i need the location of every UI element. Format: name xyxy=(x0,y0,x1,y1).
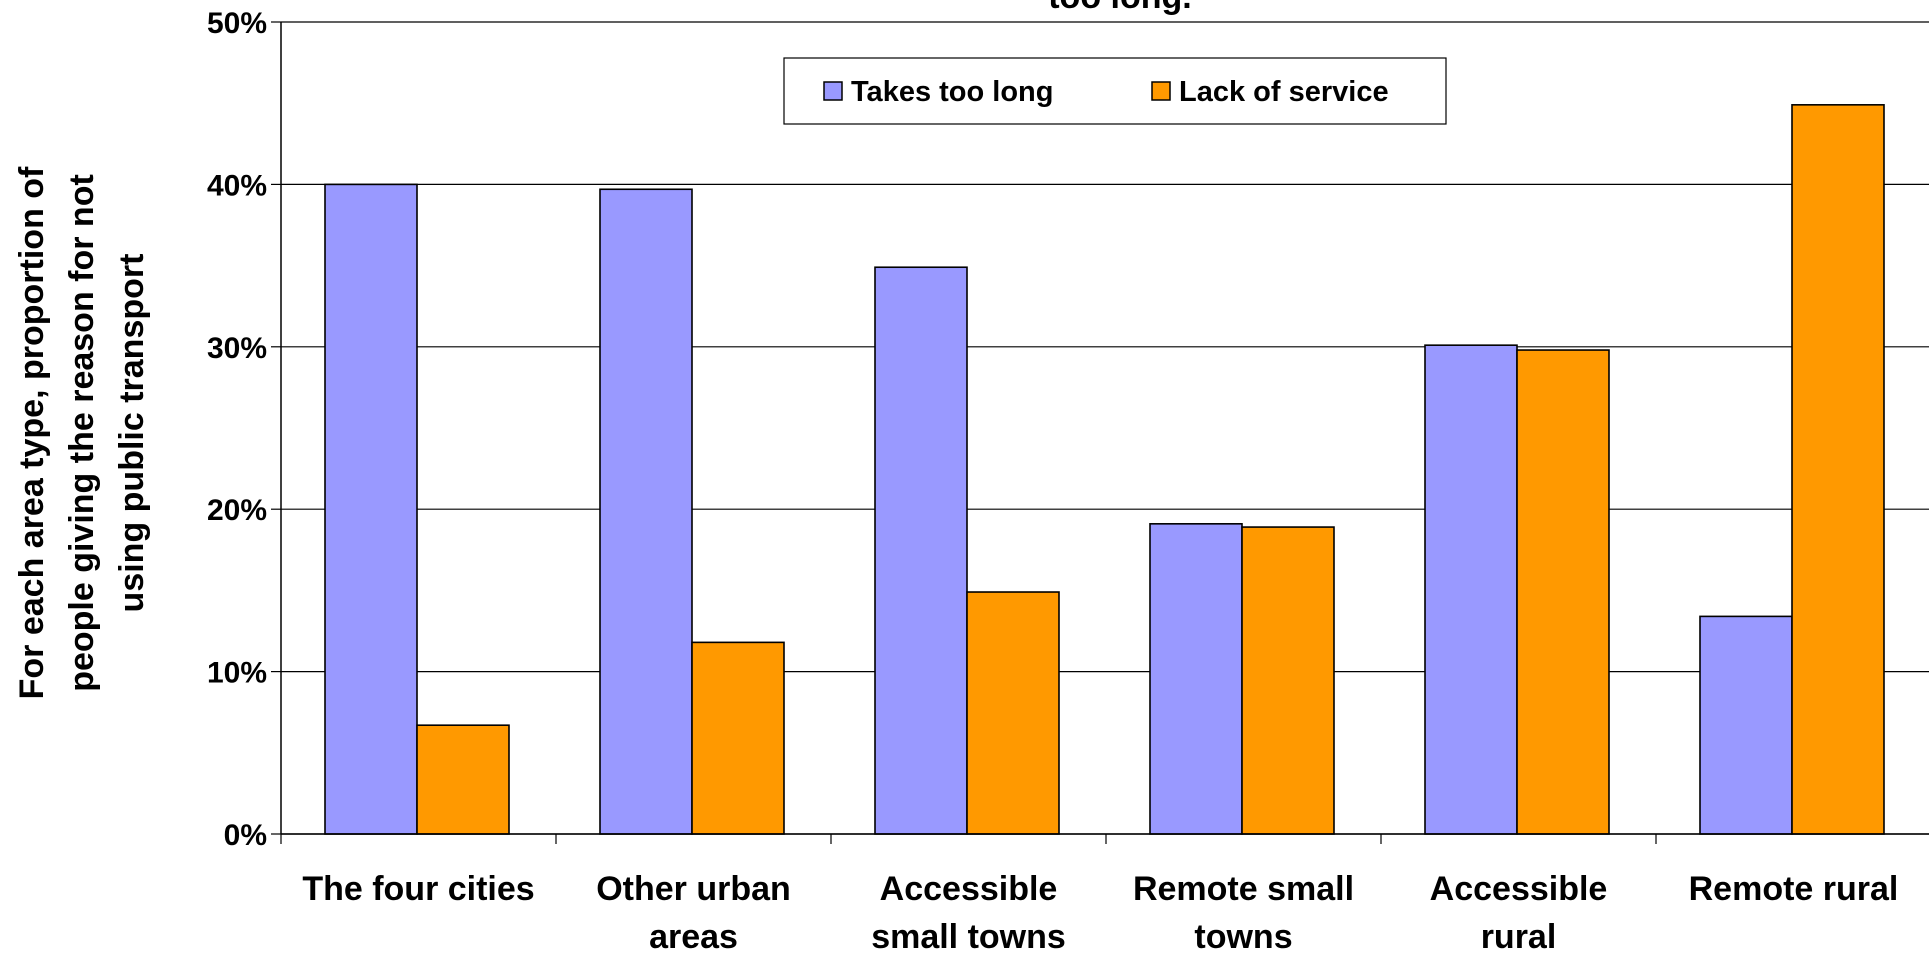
legend: Takes too long Lack of service xyxy=(783,57,1447,125)
x-tick-label: Accessible rural xyxy=(1430,870,1608,954)
legend-swatch xyxy=(823,81,843,101)
x-tick-label: Accessible small towns xyxy=(871,870,1066,954)
bar-lack-of-service xyxy=(691,641,785,835)
legend-label: Lack of service xyxy=(1179,76,1389,108)
x-axis-tick-labels: The four cities Other urban areas Accessibl… xyxy=(302,870,1898,954)
bar-lack-of-service xyxy=(1791,104,1885,835)
x-tick-label-line: Accessible xyxy=(1430,870,1608,908)
x-tick-label: Remote small towns xyxy=(1133,870,1354,954)
gridlines xyxy=(271,21,1929,835)
x-tick-label: The four cities xyxy=(302,870,534,908)
x-tick-label-line: small towns xyxy=(871,918,1066,954)
bar-takes-too-long xyxy=(1149,523,1243,835)
x-tick-label-line: Remote small xyxy=(1133,870,1354,908)
x-tick-label-line: rural xyxy=(1481,918,1557,954)
legend-label: Takes too long xyxy=(851,76,1053,108)
bar-lack-of-service xyxy=(966,591,1060,835)
chart-title: too long. xyxy=(1048,0,1192,16)
y-tick-label: 50% xyxy=(207,7,267,40)
bar-takes-too-long xyxy=(874,266,968,835)
x-tick-label: Other urban areas xyxy=(596,870,791,954)
bar-lack-of-service xyxy=(1241,526,1335,835)
x-tick-label-line: Accessible xyxy=(880,870,1058,908)
y-tick-label: 10% xyxy=(207,657,267,690)
x-tick-label-line: The four cities xyxy=(302,870,534,908)
y-axis-label: For each area type, proportion of people … xyxy=(13,166,151,699)
x-tick-label-line: towns xyxy=(1194,918,1292,954)
y-tick-label: 20% xyxy=(207,494,267,527)
y-tick-label: 0% xyxy=(224,819,267,852)
x-tick-label: Remote rural xyxy=(1689,870,1899,908)
bar-takes-too-long xyxy=(1699,615,1793,835)
bar-lack-of-service xyxy=(416,724,510,835)
bar-lack-of-service xyxy=(1516,349,1610,835)
y-axis-tick-labels: 0% 10% 20% 30% 40% 50% xyxy=(207,7,267,852)
y-axis-label-text: For each area type, proportion of people … xyxy=(13,166,151,699)
y-tick-label: 40% xyxy=(207,169,267,202)
x-tick-label-line: Other urban xyxy=(596,870,791,908)
y-axis-label-line: using public transport xyxy=(113,254,151,613)
y-tick-label: 30% xyxy=(207,332,267,365)
x-tick-label-line: areas xyxy=(649,918,738,954)
bars xyxy=(324,104,1885,835)
x-tick-label-line: Remote rural xyxy=(1689,870,1899,908)
axes xyxy=(280,22,1929,844)
bar-takes-too-long xyxy=(599,188,693,835)
bar-takes-too-long xyxy=(1424,344,1518,835)
legend-swatch xyxy=(1151,81,1171,101)
bar-takes-too-long xyxy=(324,183,418,835)
legend-box xyxy=(783,57,1447,125)
y-axis-label-line: people giving the reason for not xyxy=(63,174,101,692)
y-axis-label-line: For each area type, proportion of xyxy=(13,166,51,699)
